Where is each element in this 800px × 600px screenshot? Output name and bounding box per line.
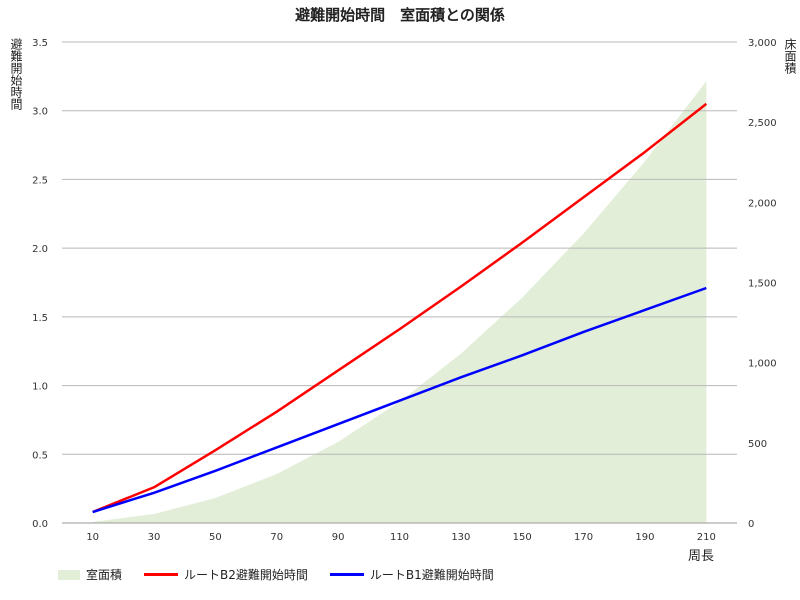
y-right-tick-label: 2,000 [748, 198, 777, 209]
y-left-tick-label: 2.0 [32, 244, 48, 255]
y-right-tick-label: 1,000 [748, 359, 777, 370]
y-left-tick-label: 0.0 [32, 519, 48, 530]
x-tick-label: 150 [513, 532, 532, 543]
legend-swatch-b2 [144, 573, 179, 576]
legend-swatch-area [58, 569, 80, 580]
x-tick-label: 210 [697, 532, 716, 543]
line-series-route-b1 [92, 286, 707, 514]
area-series-floor-area [92, 81, 707, 523]
y-right-tick-label: 3,000 [748, 38, 777, 49]
y-left-tick-label: 2.5 [32, 175, 48, 186]
x-tick-label: 110 [390, 532, 409, 543]
legend-item-b1: ルートB1避難開始時間 [329, 566, 494, 583]
legend: 室面積 ルートB2避難開始時間 ルートB1避難開始時間 [58, 566, 516, 583]
x-tick-label: 190 [635, 532, 654, 543]
legend-item-area: 室面積 [58, 566, 122, 583]
y-left-tick-label: 0.5 [32, 450, 48, 461]
x-tick-label: 90 [332, 532, 345, 543]
y-right-tick-label: 500 [748, 439, 767, 450]
legend-label-area: 室面積 [86, 568, 123, 582]
line-series-route-b2 [92, 102, 708, 514]
y-right-tick-label: 0 [748, 519, 754, 530]
x-tick-label: 130 [451, 532, 470, 543]
x-tick-label: 30 [148, 532, 161, 543]
y-left-tick-label: 1.0 [32, 382, 48, 393]
x-tick-label: 10 [86, 532, 99, 543]
y-axis-left-label: 避難開始時間 [9, 38, 23, 110]
y-left-tick-label: 1.5 [32, 313, 48, 324]
y-left-tick-label: 3.0 [32, 107, 48, 118]
chart-title: 避難開始時間 室面積との関係 [295, 6, 505, 24]
x-axis-label: 周長 [688, 549, 715, 564]
y-right-tick-label: 1,500 [748, 279, 777, 290]
y-left-tick-label: 3.5 [32, 38, 48, 49]
legend-label-b1: ルートB1避難開始時間 [369, 568, 494, 582]
x-tick-label: 50 [209, 532, 222, 543]
y-axis-right-label: 床面積 [783, 38, 797, 74]
y-right-tick-label: 2,500 [748, 118, 777, 129]
legend-label-b2: ルートB2避難開始時間 [184, 568, 308, 582]
legend-item-b2: ルートB2避難開始時間 [144, 566, 308, 583]
x-tick-label: 170 [574, 532, 593, 543]
x-tick-label: 70 [270, 532, 283, 543]
legend-swatch-b1 [329, 573, 364, 576]
